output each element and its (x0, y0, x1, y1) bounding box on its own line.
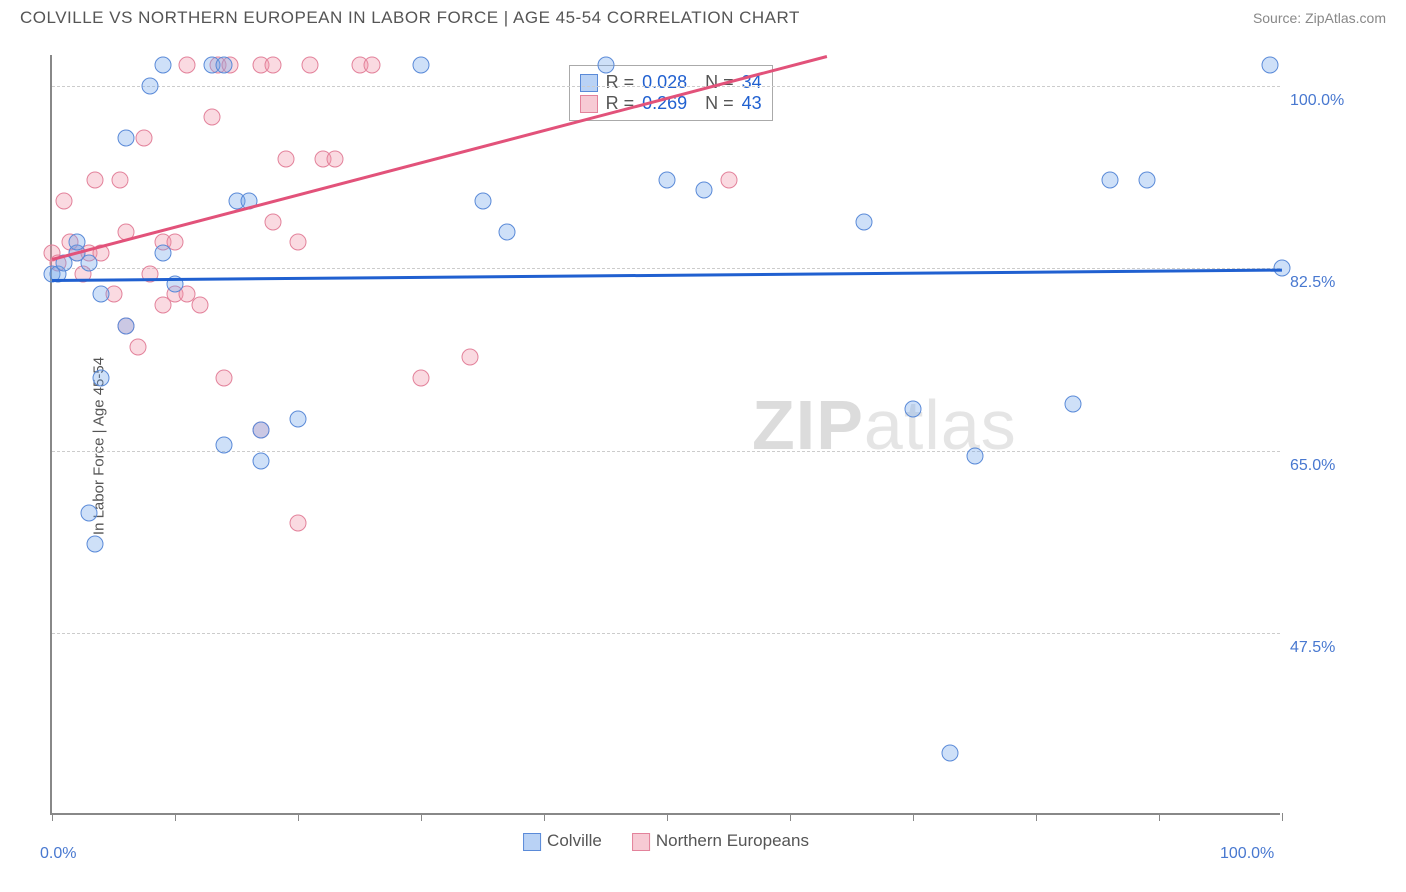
data-point (179, 57, 196, 74)
legend-swatch-northern (632, 833, 650, 851)
x-tick (667, 813, 668, 821)
data-point (462, 348, 479, 365)
data-point (363, 57, 380, 74)
legend-swatch-colville (580, 74, 598, 92)
y-tick-label: 47.5% (1290, 639, 1335, 657)
data-point (290, 515, 307, 532)
data-point (720, 171, 737, 188)
x-tick (1036, 813, 1037, 821)
data-point (68, 234, 85, 251)
legend-swatch-northern (580, 95, 598, 113)
data-point (326, 151, 343, 168)
gridline-h (52, 86, 1280, 87)
x-tick (1282, 813, 1283, 821)
stats-row-colville: R = 0.028 N = 34 (580, 72, 762, 93)
legend-label-northern: Northern Europeans (656, 831, 809, 850)
x-tick (298, 813, 299, 821)
x-tick (52, 813, 53, 821)
y-tick-label: 65.0% (1290, 457, 1335, 475)
data-point (253, 421, 270, 438)
x-tick (790, 813, 791, 821)
legend-item-colville: Colville (523, 831, 602, 851)
data-point (154, 244, 171, 261)
data-point (130, 338, 147, 355)
r-label: R = (606, 72, 635, 93)
data-point (966, 447, 983, 464)
data-point (142, 78, 159, 95)
trend-line (52, 268, 1282, 281)
data-point (695, 182, 712, 199)
y-tick-label: 82.5% (1290, 274, 1335, 292)
data-point (1064, 395, 1081, 412)
data-point (855, 213, 872, 230)
x-tick (913, 813, 914, 821)
legend-bottom: Colville Northern Europeans (523, 831, 809, 851)
legend-label-colville: Colville (547, 831, 602, 850)
data-point (290, 234, 307, 251)
legend-item-northern: Northern Europeans (632, 831, 809, 851)
data-point (413, 369, 430, 386)
data-point (87, 536, 104, 553)
scatter-plot: ZIPatlas R = 0.028 N = 34 R = 0.269 N = … (50, 55, 1280, 815)
x-tick-label: 0.0% (40, 845, 76, 863)
data-point (216, 57, 233, 74)
data-point (56, 192, 73, 209)
source-label: Source: ZipAtlas.com (1253, 10, 1386, 26)
data-point (277, 151, 294, 168)
data-point (216, 437, 233, 454)
data-point (290, 411, 307, 428)
data-point (302, 57, 319, 74)
data-point (265, 57, 282, 74)
data-point (154, 57, 171, 74)
gridline-h (52, 633, 1280, 634)
legend-swatch-colville (523, 833, 541, 851)
data-point (1101, 171, 1118, 188)
data-point (265, 213, 282, 230)
data-point (941, 744, 958, 761)
data-point (80, 505, 97, 522)
x-tick (175, 813, 176, 821)
watermark-light: atlas (864, 386, 1017, 464)
data-point (597, 57, 614, 74)
x-tick (421, 813, 422, 821)
data-point (216, 369, 233, 386)
data-point (203, 109, 220, 126)
data-point (93, 286, 110, 303)
data-point (499, 223, 516, 240)
gridline-h (52, 451, 1280, 452)
data-point (253, 453, 270, 470)
x-tick (1159, 813, 1160, 821)
n-value-northern: 43 (742, 93, 762, 114)
r-value-colville: 0.028 (642, 72, 687, 93)
data-point (87, 171, 104, 188)
data-point (191, 296, 208, 313)
watermark-bold: ZIP (752, 386, 864, 464)
data-point (1261, 57, 1278, 74)
data-point (659, 171, 676, 188)
x-tick-label: 100.0% (1220, 845, 1274, 863)
chart-title: COLVILLE VS NORTHERN EUROPEAN IN LABOR F… (20, 8, 800, 28)
data-point (413, 57, 430, 74)
stats-box: R = 0.028 N = 34 R = 0.269 N = 43 (569, 65, 773, 121)
data-point (111, 171, 128, 188)
data-point (474, 192, 491, 209)
n-label: N = (695, 93, 734, 114)
data-point (117, 317, 134, 334)
y-tick-label: 100.0% (1290, 92, 1344, 110)
data-point (1138, 171, 1155, 188)
data-point (93, 369, 110, 386)
x-tick (544, 813, 545, 821)
data-point (136, 130, 153, 147)
data-point (80, 255, 97, 272)
data-point (117, 130, 134, 147)
data-point (905, 400, 922, 417)
